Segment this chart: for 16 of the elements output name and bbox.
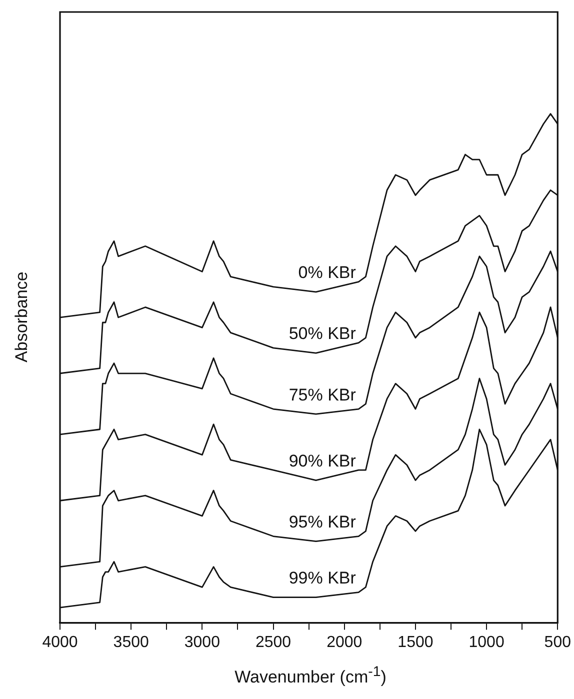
x-tick-label: 2500 bbox=[255, 634, 292, 651]
y-axis-title: Absorbance bbox=[12, 272, 32, 362]
x-tick-label: 3500 bbox=[113, 634, 149, 651]
x-axis-title: Wavenumber (cm$^{-1}$) bbox=[234, 664, 388, 688]
series-label: 75% KBr bbox=[288, 385, 356, 404]
x-tick-label: 500 bbox=[544, 634, 572, 651]
series-label: 95% KBr bbox=[288, 512, 356, 532]
series-label: 0% KBr bbox=[298, 263, 356, 282]
series-label: 50% KBr bbox=[288, 324, 356, 344]
series-label: 99% KBr bbox=[288, 568, 356, 588]
x-tick-label: 1000 bbox=[468, 634, 504, 651]
x-tick-label: 1500 bbox=[398, 634, 434, 651]
series-label: 90% KBr bbox=[288, 451, 356, 470]
x-tick-label: 2000 bbox=[326, 634, 362, 651]
x-tick-label: 4000 bbox=[42, 634, 78, 651]
x-tick-label: 3000 bbox=[184, 634, 220, 651]
